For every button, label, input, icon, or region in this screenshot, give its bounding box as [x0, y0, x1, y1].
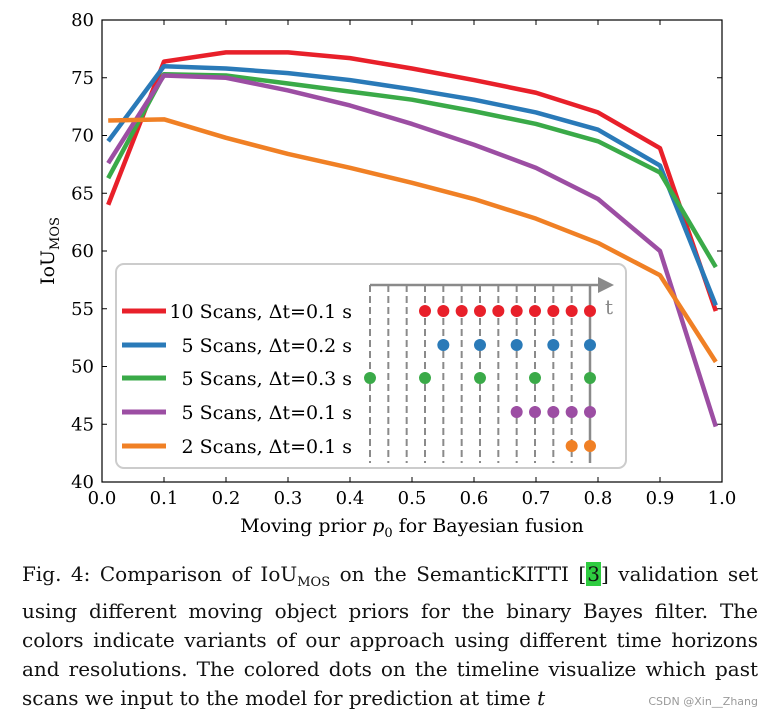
x-tick-label: 0.1: [150, 488, 179, 509]
y-tick-label: 80: [71, 10, 94, 31]
timeline-arrow: [598, 277, 614, 293]
timeline-dot: [437, 305, 450, 317]
timeline-dot: [547, 406, 560, 418]
y-tick-label: 50: [71, 357, 94, 378]
timeline-label: t: [605, 295, 613, 319]
y-tick-label: 45: [71, 414, 94, 435]
timeline-dot: [455, 305, 468, 317]
x-tick-label: 0.4: [336, 488, 365, 509]
timeline-dot: [529, 406, 541, 418]
timeline-dot: [492, 305, 505, 317]
timeline-dot: [529, 305, 541, 317]
series-line: [106, 63, 718, 307]
x-tick-label: 0.8: [584, 488, 613, 509]
y-tick-label: 75: [71, 68, 94, 89]
plot-frame: [101, 19, 723, 483]
x-tick-label: 0.7: [522, 488, 551, 509]
timeline-dot: [565, 305, 578, 317]
series-line: [106, 50, 718, 312]
y-tick-label: 55: [71, 299, 94, 320]
timeline-dot: [584, 440, 596, 452]
timeline-dot: [584, 406, 596, 418]
timeline-dot: [547, 305, 560, 317]
figure-caption: Fig. 4: Comparison of IoUMOS on the Sema…: [22, 562, 758, 710]
timeline-dot: [565, 440, 578, 452]
series-line: [106, 72, 718, 269]
timeline-dot: [474, 339, 486, 351]
chart: 0.0 0.1 0.2 0.3 0.4 0.5 0.6 0.7 0.8 0.9 1.0 40 45 50 5…: [37, 10, 737, 541]
y-axis-label: IoUMOS: [37, 217, 63, 285]
timeline-dot: [510, 406, 523, 418]
timeline-dot: [510, 339, 523, 351]
y-tick-label: 60: [71, 241, 94, 262]
x-tick-label: 0.5: [398, 488, 427, 509]
timeline-dot: [529, 372, 541, 384]
legend-label: 5 Scans, Δt=0.1 s: [182, 402, 352, 424]
timeline-dot: [474, 372, 486, 384]
x-tick-label: 0.3: [274, 488, 303, 509]
timeline-dot: [474, 305, 486, 317]
timeline-dot: [547, 339, 560, 351]
x-tick-label: 1.0: [708, 488, 737, 509]
timeline-dot: [584, 339, 596, 351]
y-tick-label: 65: [71, 183, 94, 204]
timeline-dot: [419, 305, 431, 317]
x-axis-label: Moving prior p0 for Bayesian fusion: [240, 515, 584, 541]
legend-label: 10 Scans, Δt=0.1 s: [169, 301, 352, 323]
x-tick-label: 0.0: [88, 488, 117, 509]
timeline-dot: [565, 406, 578, 418]
timeline-dot: [584, 305, 596, 317]
series-line: [106, 73, 718, 428]
timeline-dot: [419, 372, 431, 384]
y-tick-label: 70: [71, 126, 94, 147]
citation-link[interactable]: 3: [586, 562, 601, 586]
legend-label: 5 Scans, Δt=0.2 s: [182, 335, 352, 357]
legend-label: 2 Scans, Δt=0.1 s: [182, 436, 352, 458]
timeline-dot: [364, 372, 376, 384]
y-tick-label: 40: [71, 472, 94, 493]
legend-label: 5 Scans, Δt=0.3 s: [182, 368, 352, 390]
watermark: CSDN @Xin__Zhang: [648, 695, 758, 708]
timeline-dot: [584, 372, 596, 384]
x-tick-label: 0.2: [212, 488, 241, 509]
series-line: [108, 117, 718, 364]
timeline-dot: [437, 339, 450, 351]
x-tick-label: 0.6: [460, 488, 489, 509]
x-tick-label: 0.9: [646, 488, 675, 509]
timeline-dot: [510, 305, 523, 317]
